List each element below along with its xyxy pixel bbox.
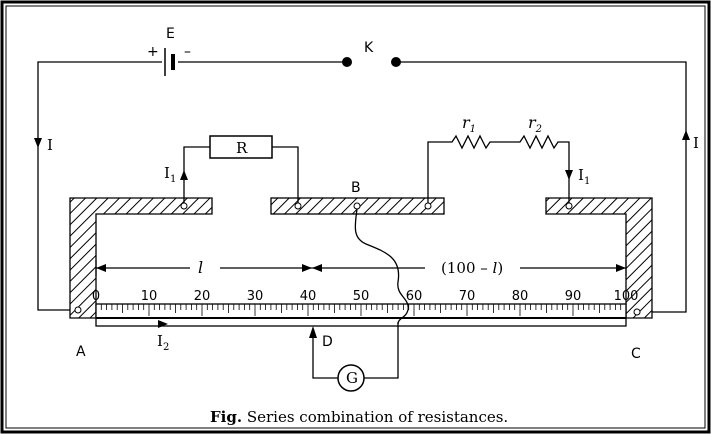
i2-arrow — [158, 320, 168, 328]
b-to-galvanometer-wire — [354, 208, 409, 325]
length-rest-label: (100 – l) — [441, 259, 503, 277]
key-terminal-right — [391, 57, 401, 67]
scale-tick-label: 20 — [194, 289, 211, 304]
terminal-mid-left — [294, 202, 302, 210]
scale-tick-label: 50 — [353, 289, 370, 304]
scale-tick-label: 30 — [247, 289, 264, 304]
key-terminal-left — [342, 57, 352, 67]
r1-label: r1 — [462, 113, 476, 135]
i1-right-arrow — [565, 170, 573, 180]
length-rest-dimension — [312, 260, 627, 276]
current-arrow-right — [682, 130, 690, 140]
i1-right-label: I1 — [578, 166, 590, 187]
point-d-label: D — [322, 334, 333, 350]
key-label: K — [364, 40, 374, 56]
battery-minus-label: – — [184, 44, 191, 60]
terminal-right-top — [565, 202, 573, 210]
r2-label: r2 — [528, 113, 542, 135]
resistor-r-label: R — [236, 139, 248, 157]
point-b-label: B — [351, 180, 361, 196]
terminal-a — [74, 306, 82, 314]
resistor-r-wire — [183, 146, 299, 203]
scale-tick-label: 80 — [512, 289, 529, 304]
inner-frame — [5, 5, 706, 429]
terminal-c — [633, 308, 641, 316]
i2-label: I2 — [157, 332, 169, 353]
scale-tick-labels: 0 10 20 30 40 50 60 70 80 90 100 — [92, 289, 639, 304]
galvanometer — [337, 364, 365, 392]
galvanometer-wire — [312, 322, 399, 379]
scale-tick-label: 40 — [300, 289, 317, 304]
scale-tick-label: 90 — [565, 289, 582, 304]
outer-circuit-wire — [37, 61, 687, 313]
battery-plus-label: + — [147, 44, 159, 60]
scale-ticks — [95, 304, 627, 316]
scale-tick-label: 0 — [92, 289, 100, 304]
figure-caption: Fig. Series combination of resistances. — [210, 408, 508, 426]
terminal-left-top — [180, 202, 188, 210]
length-l-label: l — [198, 258, 203, 277]
current-arrow-left — [34, 138, 42, 148]
jockey-d-arrow — [309, 326, 317, 338]
terminal-mid-right — [424, 202, 432, 210]
i1-left-arrow — [180, 170, 188, 180]
scale-tick-label: 100 — [614, 289, 639, 304]
scale-tick-label: 70 — [459, 289, 476, 304]
current-label-right: I — [693, 134, 699, 152]
galvanometer-label: G — [346, 369, 358, 387]
point-c-label: C — [631, 346, 641, 362]
resistor-r — [209, 135, 273, 159]
length-l-dimension — [95, 260, 312, 276]
scale-tick-label: 10 — [141, 289, 158, 304]
point-a-label: A — [76, 344, 86, 360]
battery-label: E — [166, 26, 175, 42]
r1-r2-wire — [427, 134, 570, 203]
battery-symbol — [164, 48, 175, 76]
terminal-b — [353, 202, 361, 210]
scale-tick-label: 60 — [406, 289, 423, 304]
current-label-left: I — [47, 136, 53, 154]
i1-left-label: I1 — [164, 164, 176, 185]
strip-left-l — [69, 197, 213, 319]
